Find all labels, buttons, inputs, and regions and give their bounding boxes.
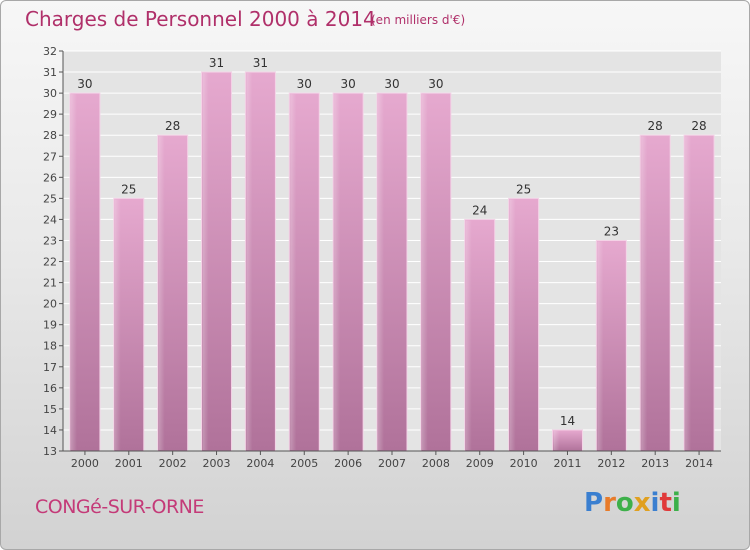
y-tick-label: 21 [43,277,57,290]
data-label: 24 [472,203,487,217]
x-tick-label: 2012 [597,457,625,470]
y-tick-label: 30 [43,87,57,100]
data-label: 23 [604,224,619,238]
y-tick-label: 31 [43,66,57,79]
proxiti-logo[interactable]: Proxiti [584,488,681,518]
x-tick-label: 2004 [246,457,274,470]
brand-letter: i [671,488,681,518]
bar-highlight [114,199,121,450]
x-tick-label: 2014 [685,457,713,470]
brand-letter: t [659,488,672,518]
brand-letter: r [603,488,616,518]
y-tick-label: 22 [43,256,57,269]
x-tick-label: 2005 [290,457,318,470]
bar-highlight [597,241,604,450]
y-tick-label: 32 [43,45,57,58]
brand-letter: o [615,488,634,518]
data-label: 14 [560,414,575,428]
data-label: 30 [297,77,312,91]
x-tick-label: 2003 [203,457,231,470]
data-label: 30 [428,77,443,91]
data-label: 25 [516,182,531,196]
data-label: 28 [165,119,180,133]
chart-subtitle: (en milliers d'€) [371,13,466,27]
y-tick-label: 24 [43,213,57,226]
y-tick-label: 15 [43,403,57,416]
bar-highlight [70,94,77,451]
bars: 30 25 28 31 31 30 30 30 30 24 25 14 23 28 28 [69,56,715,452]
brand-letter: i [650,488,660,518]
bar-highlight [465,220,472,450]
data-label: 28 [691,119,706,133]
axes: 13 14 15 16 17 18 19 20 21 22 23 24 25 26 27 28 29 30 31 32… [43,45,721,470]
data-label: 31 [209,56,224,70]
y-tick-label: 26 [43,171,57,184]
x-tick-label: 2008 [422,457,450,470]
x-tick-label: 2011 [553,457,581,470]
bar-highlight [509,199,516,450]
y-tick-label: 13 [43,445,57,458]
x-tick-label: 2006 [334,457,362,470]
y-tick-label: 27 [43,150,57,163]
chart-title: Charges de Personnel 2000 à 2014 [25,7,376,31]
y-tick-label: 18 [43,340,57,353]
y-tick-label: 25 [43,192,57,205]
data-label: 30 [340,77,355,91]
data-label: 30 [384,77,399,91]
bar-highlight [378,94,384,451]
bar-highlight [158,136,165,451]
data-label: 31 [253,56,268,70]
bar-highlight [246,73,253,450]
bar-highlight [421,94,428,451]
data-label: 25 [121,182,136,196]
x-tick-label: 2010 [510,457,538,470]
y-tick-label: 16 [43,382,57,395]
y-tick-label: 23 [43,234,57,247]
bar-highlight [334,94,341,451]
bar-highlight [685,136,692,451]
x-tick-label: 2002 [159,457,187,470]
bar-highlight [290,94,297,451]
x-tick-label: 2013 [641,457,669,470]
y-tick-label: 17 [43,361,57,374]
y-tick-label: 28 [43,129,57,142]
bar-highlight [202,73,209,450]
commune-name: CONGé-SUR-ORNE [35,496,204,518]
x-tick-label: 2007 [378,457,406,470]
x-tick-label: 2009 [466,457,494,470]
data-label: 28 [648,119,663,133]
brand-letter: P [584,488,604,518]
y-tick-label: 14 [43,424,57,437]
data-label: 30 [77,77,92,91]
y-tick-label: 19 [43,319,57,332]
x-tick-label: 2000 [71,457,99,470]
y-tick-label: 29 [43,108,57,121]
x-tick-label: 2001 [115,457,143,470]
bar-highlight [553,430,560,450]
bar-highlight [641,136,648,451]
brand-letter: x [633,488,651,518]
y-tick-label: 20 [43,298,57,311]
